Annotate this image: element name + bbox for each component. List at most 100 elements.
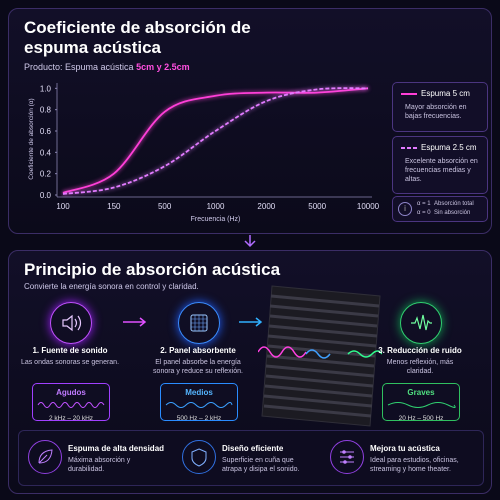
panel-icon [190, 314, 208, 332]
feature-text: Ideal para estudios, oficinas, streaming… [370, 457, 459, 473]
arrow-shape [239, 317, 263, 327]
noise-icon [411, 314, 432, 331]
legend-description: Mayor absorción en bajas frecuencias. [405, 104, 467, 120]
step-icon [50, 302, 92, 344]
step-title: 3. Reducción de ruido [378, 346, 462, 355]
feature-text: Superficie en cuña que atrapa y disipa e… [222, 457, 300, 473]
legend-swatch [401, 147, 417, 149]
band-name: Medios [185, 388, 213, 397]
y-tick-label: 0.4 [40, 148, 52, 157]
leaf-shape [38, 449, 53, 464]
wave [37, 402, 105, 408]
band-range: 500 Hz – 2 kHz [176, 415, 222, 422]
alpha-symbol: α = 0 [417, 210, 431, 216]
foam-panel [258, 285, 382, 427]
band-box: Medios 500 Hz – 2 kHz [160, 383, 238, 422]
info-icon: i [398, 202, 412, 216]
band-box: Agudos 2 kHz – 20 kHz [32, 383, 110, 422]
band-name: Graves [407, 388, 435, 397]
leaf-icon [38, 449, 53, 464]
x-tick-label: 150 [107, 202, 121, 211]
alpha-note: α = 0 Sin absorción [417, 209, 470, 218]
slider-knob [342, 450, 346, 454]
speaker-icon [62, 314, 82, 332]
feature-title: Espuma de alta densidad [68, 444, 165, 453]
y-tick-label: 0.0 [40, 191, 52, 200]
legend-label: Espuma 2.5 cm [421, 143, 477, 152]
band-name: Agudos [56, 388, 86, 397]
legend-description: Excelente absorción en frecuencias media… [405, 158, 478, 183]
step-text: El panel absorbe la energía sonora y red… [153, 359, 243, 375]
foam-body [261, 285, 381, 427]
x-tick-label: 500 [158, 202, 172, 211]
wave-line [37, 402, 105, 408]
step-arrow [239, 317, 263, 327]
wave [387, 402, 456, 408]
y-tick-label: 0.2 [40, 170, 52, 179]
chart-subtitle: Producto: Espuma acústica 5cm y 2.5cm [24, 62, 190, 72]
principle-subtitle: Convierte la energía sonora en control y… [24, 282, 199, 291]
wave-in [258, 346, 307, 358]
y-tick-label: 0.8 [40, 106, 52, 115]
x-tick-label: 1000 [207, 202, 225, 211]
feature-title: Mejora tu acústica [370, 444, 440, 453]
foam-ridges [263, 294, 380, 418]
alpha-symbol: α = 1 [417, 201, 431, 207]
wave [165, 402, 233, 408]
step-icon [178, 302, 220, 344]
slider-lines [340, 451, 354, 463]
legend-swatch [401, 93, 417, 95]
band-box: Graves 20 Hz – 500 Hz [382, 383, 460, 422]
line-series [62, 87, 369, 195]
panel-grid [191, 315, 207, 331]
feature-title: Diseño eficiente [222, 444, 284, 453]
legend-box: Espuma 2.5 cm Excelente absorción en fre… [392, 136, 488, 194]
arrow-shape [244, 235, 256, 248]
alpha-text: Absorción total [434, 201, 474, 207]
band-range: 2 kHz – 20 kHz [48, 415, 94, 422]
x-axis-label: Frecuencia (Hz) [191, 216, 241, 223]
alpha-box: i α = 1 Absorción total α = 0 Sin absorc… [392, 196, 488, 222]
legend-box: Espuma 5 cm Mayor absorción en bajas fre… [392, 82, 488, 132]
step-title: 2. Panel absorbente [160, 346, 236, 355]
y-axis-label: Coeficiente de absorción (α) [28, 98, 35, 179]
feature-icon [182, 440, 216, 474]
alpha-note: α = 1 Absorción total [417, 200, 474, 209]
subtitle-text: Producto: Espuma acústica [24, 62, 134, 72]
arrow-shape [123, 317, 147, 327]
step-arrow [123, 317, 147, 327]
down-arrow [244, 235, 256, 248]
sliders-icon [340, 450, 354, 464]
features-bar [18, 430, 484, 486]
feature-icon [330, 440, 364, 474]
step-title: 1. Fuente de sonido [32, 346, 108, 355]
line-series [62, 87, 369, 194]
x-tick-label: 2000 [257, 202, 275, 211]
band-range: 20 Hz – 500 Hz [398, 415, 444, 422]
noise-shape [411, 314, 432, 331]
chart: 0.0 0.2 0.4 0.6 0.8 1.0 100 150 500 1000 2000 5000 1… [28, 83, 380, 223]
subtitle-highlight: 5cm y 2.5cm [136, 62, 190, 72]
x-tick-label: 100 [56, 202, 70, 211]
alpha-text: Sin absorción [434, 210, 471, 216]
feature-icon [28, 440, 62, 474]
slider-knob [343, 460, 347, 464]
wave-line [387, 402, 456, 408]
y-tick-label: 1.0 [40, 84, 52, 93]
principle-title: Principio de absorción acústica [24, 260, 281, 279]
shield-icon [191, 448, 207, 467]
legend-label: Espuma 5 cm [421, 89, 470, 98]
wave-line [165, 402, 233, 408]
feature-text: Máxima absorción y durabilidad. [68, 457, 131, 473]
step-icon [400, 302, 442, 344]
wave-out [347, 350, 382, 358]
x-tick-label: 10000 [357, 202, 380, 211]
slider-knob [348, 455, 352, 459]
x-tick-label: 5000 [308, 202, 326, 211]
chart-title: Coeficiente de absorción de espuma acúst… [24, 18, 251, 57]
y-tick-label: 0.6 [40, 127, 52, 136]
step-text: Menos reflexión, más claridad. [386, 359, 454, 375]
step-text: Las ondas sonoras se generan. [20, 359, 120, 366]
speaker-shape [62, 314, 82, 332]
